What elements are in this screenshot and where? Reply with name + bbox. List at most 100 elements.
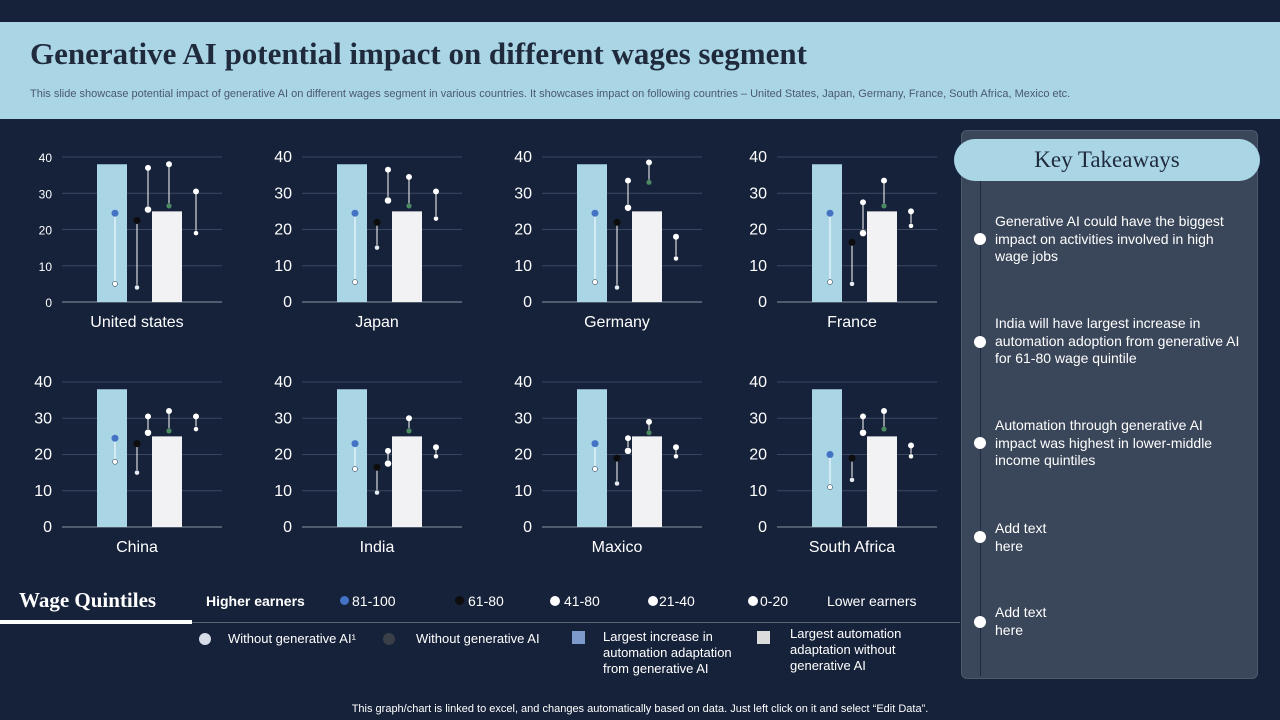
chart-china[interactable]: 0 10 20 30 40 China	[0, 365, 240, 565]
range-end-dot-0-20	[673, 233, 679, 240]
y-tick-label: 20	[514, 222, 532, 239]
range-end-dot-0-20	[193, 188, 199, 195]
legend-label-41-80: 41-80	[564, 593, 600, 609]
range-start-dot-61-80	[849, 281, 855, 287]
y-tick-label: 30	[274, 185, 292, 202]
y-tick-label: 40	[749, 149, 767, 166]
range-start-dot-61-80	[134, 284, 140, 291]
y-tick-label: 40	[514, 149, 532, 166]
legend-divider	[192, 622, 960, 623]
legend-marker-without-ai-1	[199, 633, 211, 645]
bar-with-ai	[97, 389, 127, 527]
range-start-dot-81-100	[112, 459, 118, 465]
legend-label-0-20: 0-20	[760, 593, 789, 609]
range-end-dot-41-80	[625, 435, 631, 442]
y-tick-label: 0	[283, 519, 292, 536]
takeaways-timeline	[980, 171, 981, 676]
range-start-dot-41-80	[624, 204, 632, 212]
range-start-dot-0-20	[193, 426, 199, 432]
range-start-dot-81-100	[827, 279, 833, 285]
legend-dot-0-20	[748, 596, 758, 606]
range-start-dot-0-20	[908, 223, 914, 229]
legend-marker-without-ai-2	[383, 633, 395, 645]
range-marker-green	[166, 428, 172, 434]
range-start-dot-81-100	[592, 279, 598, 285]
bar-without-ai	[867, 436, 897, 527]
range-start-dot-41-80	[144, 205, 152, 214]
range-start-dot-41-80	[859, 229, 867, 237]
range-end-dot-21-40	[406, 415, 412, 422]
chart-france[interactable]: 0 10 20 30 40 France	[715, 140, 955, 340]
takeaway-bullet	[974, 531, 986, 543]
y-tick-label: 10	[274, 483, 292, 500]
y-tick-label: 30	[749, 410, 767, 427]
takeaway-bullet	[974, 616, 986, 628]
range-end-dot-21-40	[406, 173, 412, 180]
range-start-dot-0-20	[673, 255, 679, 262]
legend-text-without-ai-1: Without generative AI¹	[228, 631, 356, 646]
y-tick-label: 20	[514, 447, 532, 464]
takeaway-text-2: India will have largest increase in auto…	[995, 315, 1240, 366]
legend-lower-earners: Lower earners	[827, 593, 917, 609]
range-end-dot-81-100	[111, 434, 119, 442]
range-end-dot-41-80	[385, 447, 391, 454]
bar-without-ai	[152, 436, 182, 527]
range-start-dot-0-20	[433, 453, 439, 460]
range-end-dot-21-40	[166, 408, 172, 414]
y-tick-label: 0	[283, 294, 292, 311]
range-end-dot-81-100	[826, 451, 834, 458]
wage-quintiles-title: Wage Quintiles	[19, 588, 157, 612]
y-tick-label: 20	[39, 224, 53, 238]
chart-svg: 0 10 20 30 40 China	[34, 374, 222, 556]
range-end-dot-61-80	[848, 454, 856, 462]
chart-svg: 0 10 20 30 40 United states	[39, 151, 222, 331]
y-tick-label: 40	[514, 374, 532, 391]
chart-japan[interactable]: 0 10 20 30 40 Japan	[240, 140, 480, 340]
bar-with-ai	[337, 164, 367, 302]
chart-title: Japan	[355, 314, 399, 331]
y-tick-label: 10	[514, 483, 532, 500]
range-start-dot-61-80	[374, 244, 380, 251]
range-end-dot-41-80	[385, 166, 391, 173]
range-end-dot-41-80	[860, 413, 866, 420]
chart-title: Maxico	[592, 539, 643, 556]
chart-germany[interactable]: 0 10 20 30 40 Germany	[480, 140, 720, 340]
range-end-dot-0-20	[673, 444, 679, 451]
takeaway-text-4: Add text here	[995, 520, 1047, 554]
chart-united-states[interactable]: 0 10 20 30 40 United states	[0, 140, 240, 340]
takeaway-bullet	[974, 233, 986, 245]
legend-dot-21-40	[648, 596, 658, 606]
chart-title: India	[360, 539, 395, 556]
chart-south-africa[interactable]: 0 10 20 30 40 South Africa	[715, 365, 955, 565]
bar-with-ai	[577, 389, 607, 527]
chart-svg: 0 10 20 30 40 France	[749, 149, 937, 331]
takeaways-title: Key Takeaways	[1034, 147, 1180, 172]
range-end-dot-0-20	[908, 442, 914, 449]
legend-text-without-ai-2: Without generative AI	[416, 631, 540, 646]
legend-dot-81-100	[340, 596, 349, 605]
y-tick-label: 30	[34, 410, 52, 427]
range-start-dot-81-100	[352, 279, 358, 285]
range-start-dot-0-20	[193, 230, 199, 236]
legend-text-without-ai-bar: Largest automation adaptation without ge…	[790, 626, 902, 673]
y-tick-label: 20	[274, 447, 292, 464]
range-start-dot-61-80	[374, 489, 380, 496]
range-start-dot-61-80	[614, 284, 620, 291]
y-tick-label: 10	[514, 258, 532, 275]
range-start-dot-61-80	[614, 480, 620, 487]
chart-india[interactable]: 0 10 20 30 40 India	[240, 365, 480, 565]
bar-with-ai	[812, 389, 842, 527]
bar-with-ai	[812, 164, 842, 302]
range-start-dot-81-100	[112, 281, 118, 287]
y-tick-label: 40	[34, 374, 52, 391]
chart-title: China	[116, 539, 158, 556]
y-tick-label: 30	[514, 185, 532, 202]
bar-without-ai	[152, 211, 182, 302]
y-tick-label: 10	[749, 483, 767, 500]
range-end-dot-81-100	[826, 209, 834, 217]
y-tick-label: 0	[523, 519, 532, 536]
chart-maxico[interactable]: 0 10 20 30 40 Maxico	[480, 365, 720, 565]
y-tick-label: 0	[43, 519, 52, 536]
range-marker-green	[166, 203, 172, 209]
range-end-dot-61-80	[373, 463, 381, 471]
